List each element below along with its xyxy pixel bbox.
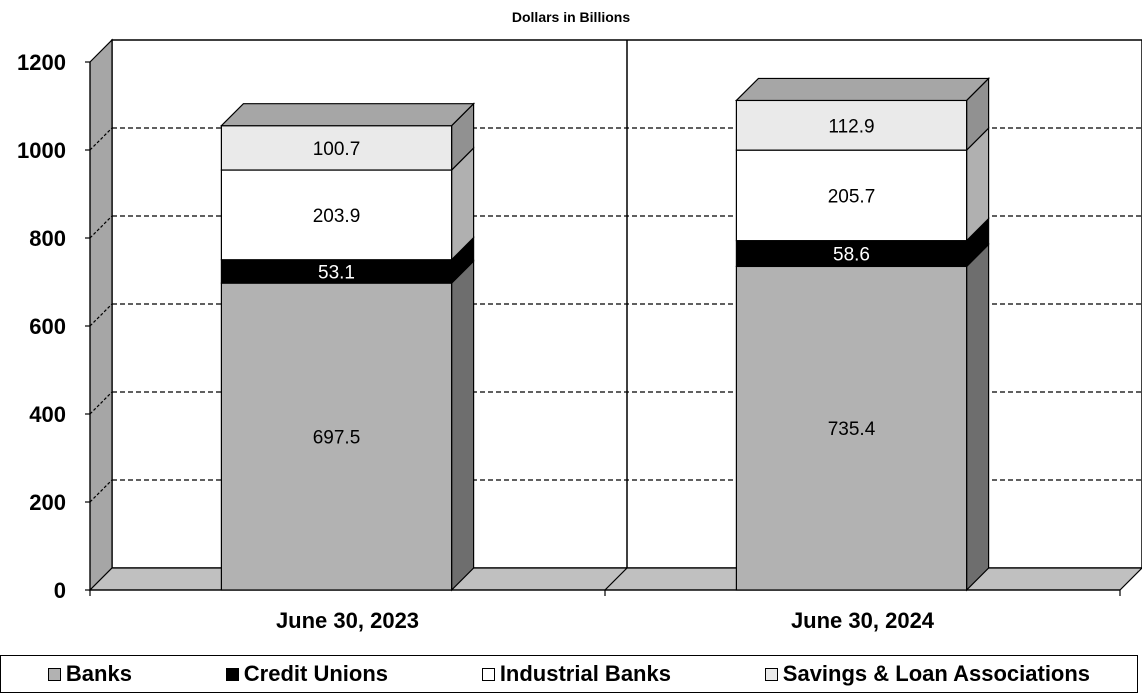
legend-label-credit-unions: Credit Unions [243, 661, 388, 686]
bar-top [219, 103, 476, 127]
data-label: 112.9 [828, 116, 874, 137]
gridline-side [89, 215, 113, 239]
legend-swatch-banks [47, 667, 61, 681]
x-category-label: June 30, 2024 [791, 608, 935, 633]
legend-item-credit-unions: Credit Unions [225, 661, 388, 687]
legend-item-industrial-banks: Industrial Banks [481, 661, 671, 687]
bar-segment-side [966, 242, 990, 592]
data-label: 697.5 [313, 428, 361, 449]
chart-title: Dollars in Billions [511, 9, 631, 25]
gridline-side [89, 303, 113, 327]
legend-label-savings-loan: Savings & Loan Associations [782, 661, 1091, 686]
y-tick-label: 200 [29, 490, 66, 515]
gridline-side [89, 479, 113, 503]
legend-swatch-savings-loan [764, 667, 778, 681]
y-tick-label: 800 [29, 226, 66, 251]
legend-swatch-credit-unions [225, 667, 239, 681]
legend-swatch-industrial-banks [481, 667, 495, 681]
y-tick-label: 1000 [17, 138, 66, 163]
gridline-side [89, 391, 113, 415]
bar-segment [735, 265, 968, 591]
legend-label-industrial-banks: Industrial Banks [499, 661, 671, 686]
y-tick-label: 600 [29, 314, 66, 339]
bar-segment [220, 125, 453, 171]
bar-segment-side [451, 259, 475, 592]
bar-segment [735, 99, 968, 151]
bar-top [734, 77, 991, 102]
data-label: 53.1 [318, 262, 355, 283]
legend-item-banks: Banks [47, 661, 132, 687]
data-label: 100.7 [313, 139, 361, 160]
bar-segment [735, 149, 968, 242]
legend: Banks Credit Unions Industrial Banks Sav… [0, 655, 1138, 693]
gridline-side [89, 127, 113, 151]
y-tick-label: 400 [29, 402, 66, 427]
data-label: 735.4 [828, 419, 876, 440]
legend-label-banks: Banks [65, 661, 132, 686]
category-divider-floor [604, 567, 628, 591]
y-tick-label: 1200 [17, 50, 66, 75]
data-label: 58.6 [833, 245, 870, 266]
data-label: 203.9 [313, 206, 361, 227]
x-category-label: June 30, 2023 [276, 608, 419, 633]
legend-item-savings-loan: Savings & Loan Associations [764, 661, 1091, 687]
y-tick-label: 0 [54, 578, 66, 603]
bar-segment [220, 282, 453, 591]
data-label: 205.7 [828, 186, 876, 207]
